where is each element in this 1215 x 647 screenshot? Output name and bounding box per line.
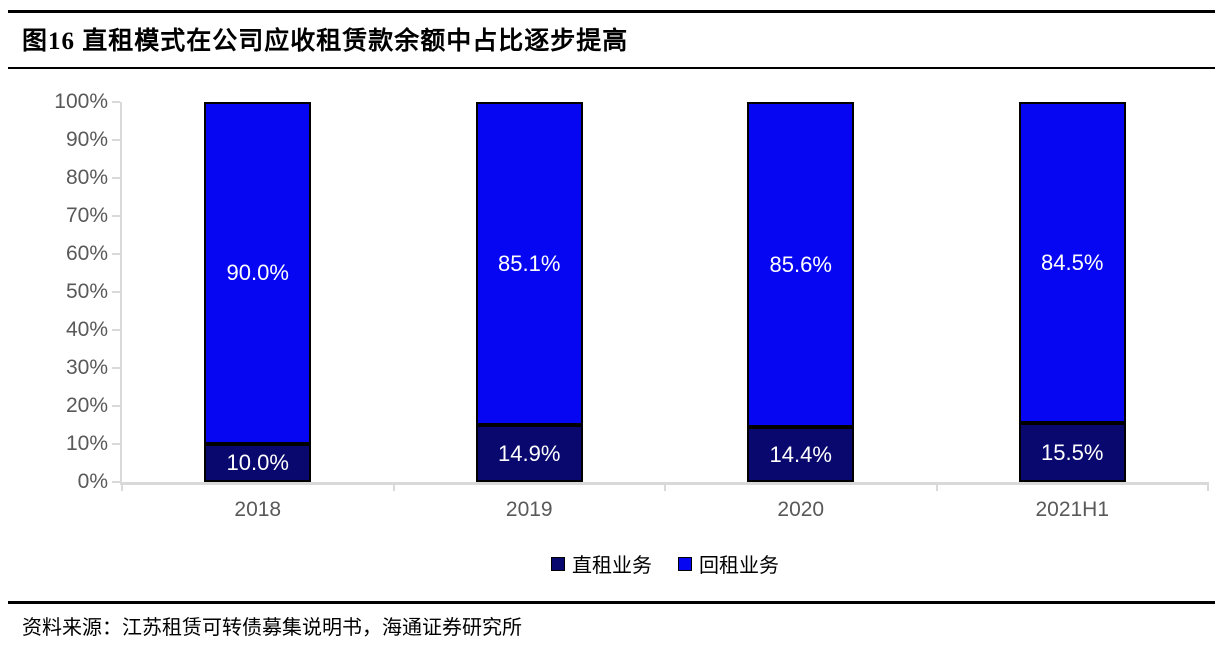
legend-swatch-direct-lease <box>551 556 565 571</box>
y-axis-tick-label: 20% <box>65 394 108 417</box>
plot-area: 10.0% 90.0% 14.9% 85.1% 14.4% 85.6% 15.5% 84.5% <box>122 102 1208 482</box>
y-axis-line <box>120 102 122 484</box>
y-axis-tick <box>112 291 120 293</box>
y-axis-tick <box>112 215 120 217</box>
x-axis-label: 2019 <box>505 498 553 521</box>
bar-2019: 14.9% 85.1% <box>475 102 583 482</box>
bar-segment-label: 90.0% <box>226 260 289 285</box>
bar-segment: 84.5% <box>1018 102 1126 424</box>
y-axis-tick <box>112 481 120 483</box>
y-axis-tick-label: 70% <box>65 204 108 227</box>
legend-swatch-leaseback <box>678 556 692 571</box>
y-axis-tick-label: 40% <box>65 318 108 341</box>
x-axis-tick <box>1207 482 1209 491</box>
y-axis-tick <box>112 253 120 255</box>
top-rule <box>8 10 1215 13</box>
bar-segment-label: 15.5% <box>1041 439 1104 465</box>
y-axis-tick-label: 90% <box>65 128 108 151</box>
figure-title: 图16 直租模式在公司应收租赁款余额中占比逐步提高 <box>22 28 629 55</box>
y-axis-tick <box>112 443 120 445</box>
bar-2020: 14.4% 85.6% <box>747 102 855 482</box>
bar-segment-label: 14.4% <box>769 441 832 467</box>
y-axis-tick <box>112 405 120 407</box>
x-axis-tick <box>121 482 123 491</box>
x-axis-label: 2018 <box>234 498 282 521</box>
y-axis-tick-label: 60% <box>65 242 108 265</box>
bar-segment: 10.0% <box>204 444 312 482</box>
bar-segment-label: 85.1% <box>498 250 561 276</box>
bar-segment: 85.6% <box>747 102 855 428</box>
legend-label-direct-lease: 直租业务 <box>572 555 652 577</box>
stacked-bar-chart: 0% 10% 20% 30% 40% 50% 60% 70% 80% 90% 100% 10.0% 9… <box>0 90 1215 535</box>
legend-item-leaseback: 回租业务 <box>678 549 779 578</box>
x-axis-tick <box>392 482 395 491</box>
bar-segment: 15.5% <box>1018 423 1126 482</box>
source-note: 资料来源：江苏租赁可转债募集说明书，海通证券研究所 <box>22 617 522 639</box>
bar-segment-label: 14.9% <box>498 440 561 466</box>
x-axis-label: 2020 <box>777 498 825 521</box>
x-axis-tick <box>664 482 666 491</box>
bar-segment: 90.0% <box>204 102 312 444</box>
y-axis-tick <box>112 177 120 179</box>
bar-segment: 85.1% <box>475 102 583 426</box>
y-axis-tick-label: 100% <box>54 90 108 113</box>
bar-segment-label: 10.0% <box>226 450 289 475</box>
bar-segment-label: 85.6% <box>769 251 832 277</box>
legend-item-direct-lease: 直租业务 <box>551 549 652 578</box>
bar-segment-label: 84.5% <box>1041 249 1104 275</box>
y-axis-tick <box>112 329 120 331</box>
legend-label-leaseback: 回租业务 <box>699 555 779 577</box>
y-axis-tick-label: 30% <box>65 356 108 379</box>
x-axis-tick <box>935 482 938 491</box>
bar-2021H1: 15.5% 84.5% <box>1018 102 1126 482</box>
y-axis-tick-label: 50% <box>65 280 108 303</box>
y-axis-tick-label: 10% <box>65 432 108 455</box>
y-axis-tick-label: 0% <box>77 470 108 493</box>
y-axis-tick <box>112 139 120 141</box>
x-axis-label: 2021H1 <box>1035 498 1110 521</box>
legend: 直租业务 回租业务 <box>122 549 1208 578</box>
y-axis-tick-label: 80% <box>65 166 108 189</box>
bar-segment: 14.4% <box>747 427 855 482</box>
title-rule <box>8 67 1215 69</box>
source-rule <box>8 601 1215 604</box>
bar-segment: 14.9% <box>475 425 583 482</box>
bar-2018: 10.0% 90.0% <box>204 102 312 482</box>
y-axis-tick <box>112 367 120 369</box>
y-axis-tick <box>112 101 120 103</box>
